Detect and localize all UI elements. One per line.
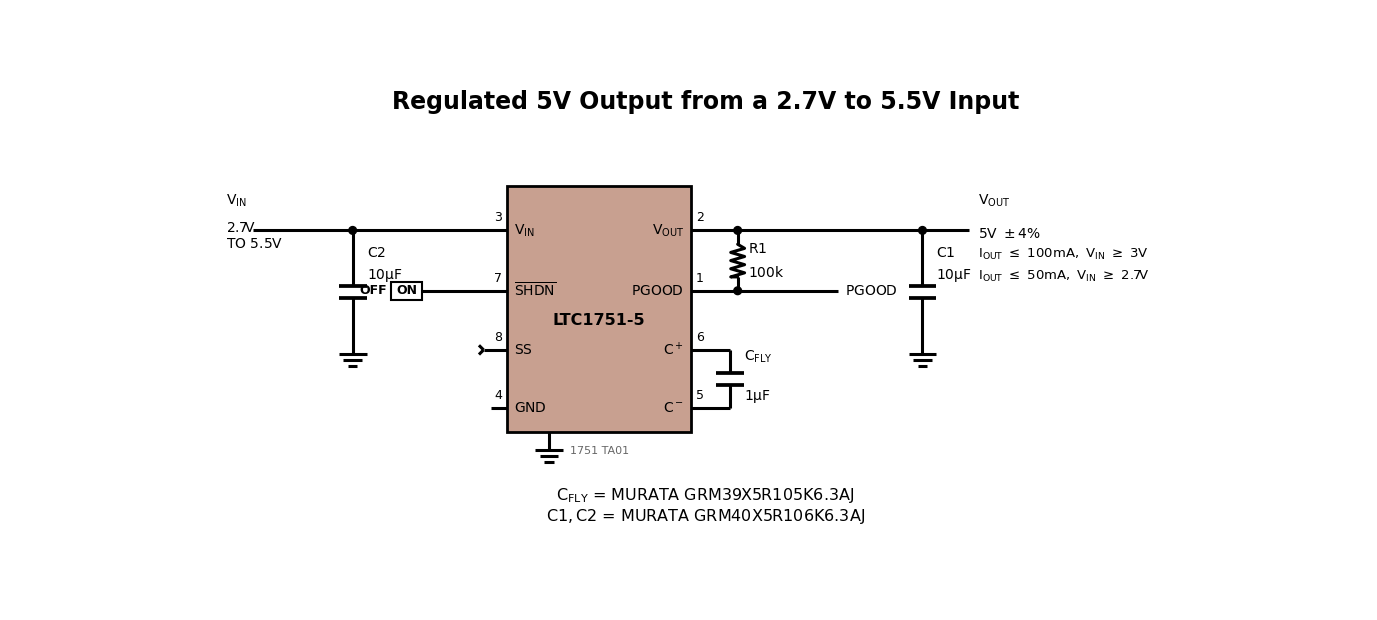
Text: $\mathsf{C^-}$: $\mathsf{C^-}$ <box>662 401 684 415</box>
Text: $\mathsf{I_{OUT}\ \leq\ 50mA,\ V_{IN}\ \geq\ 2.7V}$: $\mathsf{I_{OUT}\ \leq\ 50mA,\ V_{IN}\ \… <box>978 269 1150 284</box>
Text: $\mathsf{R1}$: $\mathsf{R1}$ <box>749 242 768 256</box>
Text: $\mathsf{5V\ \pm 4\%}$: $\mathsf{5V\ \pm 4\%}$ <box>978 226 1041 241</box>
Text: $\mathsf{TO\ 5.5V}$: $\mathsf{TO\ 5.5V}$ <box>226 237 282 250</box>
Text: $\mathsf{PGOOD}$: $\mathsf{PGOOD}$ <box>631 284 684 298</box>
Text: 4: 4 <box>494 389 503 402</box>
Text: OFF: OFF <box>359 284 387 297</box>
Bar <box>507 186 691 433</box>
Circle shape <box>734 226 742 234</box>
Text: 6: 6 <box>697 330 704 343</box>
Text: $\mathsf{C2}$: $\mathsf{C2}$ <box>366 246 386 260</box>
Text: $\mathsf{SS}$: $\mathsf{SS}$ <box>515 343 533 357</box>
Text: $\mathsf{C1, C2}$ = MURATA GRM40X5R106K6.3AJ: $\mathsf{C1, C2}$ = MURATA GRM40X5R106K6… <box>545 507 865 526</box>
Bar <box>391 281 421 300</box>
Circle shape <box>348 226 357 234</box>
Text: $\mathsf{C^+}$: $\mathsf{C^+}$ <box>662 341 684 358</box>
Text: ON: ON <box>397 284 417 297</box>
Circle shape <box>918 226 927 234</box>
Text: $\mathsf{100k}$: $\mathsf{100k}$ <box>749 265 785 280</box>
Text: $\mathsf{10\mu F}$: $\mathsf{10\mu F}$ <box>936 267 972 285</box>
Text: 1: 1 <box>697 272 704 285</box>
Text: $\mathsf{I_{OUT}\ \leq\ 100mA,\ V_{IN}\ \geq\ 3V}$: $\mathsf{I_{OUT}\ \leq\ 100mA,\ V_{IN}\ … <box>978 247 1148 262</box>
Text: 1751 TA01: 1751 TA01 <box>570 446 629 456</box>
Text: $\mathsf{V_{OUT}}$: $\mathsf{V_{OUT}}$ <box>978 192 1011 209</box>
Text: $\mathsf{GND}$: $\mathsf{GND}$ <box>515 401 547 415</box>
Text: $\mathsf{\overline{SHDN}}$: $\mathsf{\overline{SHDN}}$ <box>515 281 556 300</box>
Text: 8: 8 <box>494 330 503 343</box>
Text: $\mathsf{10\mu F}$: $\mathsf{10\mu F}$ <box>366 267 402 285</box>
Text: $\mathsf{V_{IN}}$: $\mathsf{V_{IN}}$ <box>226 192 246 209</box>
Text: $\mathsf{PGOOD}$: $\mathsf{PGOOD}$ <box>845 284 898 298</box>
Text: $\mathsf{C1}$: $\mathsf{C1}$ <box>936 246 956 260</box>
Text: 7: 7 <box>494 272 503 285</box>
Text: Regulated 5V Output from a 2.7V to 5.5V Input: Regulated 5V Output from a 2.7V to 5.5V … <box>391 90 1019 114</box>
Text: $\mathsf{C_{FLY}}$ = MURATA GRM39X5R105K6.3AJ: $\mathsf{C_{FLY}}$ = MURATA GRM39X5R105K… <box>556 486 855 505</box>
Text: $\mathsf{V_{OUT}}$: $\mathsf{V_{OUT}}$ <box>651 222 684 239</box>
Text: $\mathsf{2.7V}$: $\mathsf{2.7V}$ <box>226 221 256 235</box>
Text: $\mathsf{V_{IN}}$: $\mathsf{V_{IN}}$ <box>515 222 536 239</box>
Text: $\mathsf{1\mu F}$: $\mathsf{1\mu F}$ <box>744 388 771 405</box>
Text: LTC1751-5: LTC1751-5 <box>552 313 646 329</box>
Circle shape <box>734 287 742 294</box>
Text: 3: 3 <box>494 211 503 224</box>
Text: $\mathsf{C_{FLY}}$: $\mathsf{C_{FLY}}$ <box>744 348 772 365</box>
Text: 2: 2 <box>697 211 704 224</box>
Text: 5: 5 <box>697 389 704 402</box>
